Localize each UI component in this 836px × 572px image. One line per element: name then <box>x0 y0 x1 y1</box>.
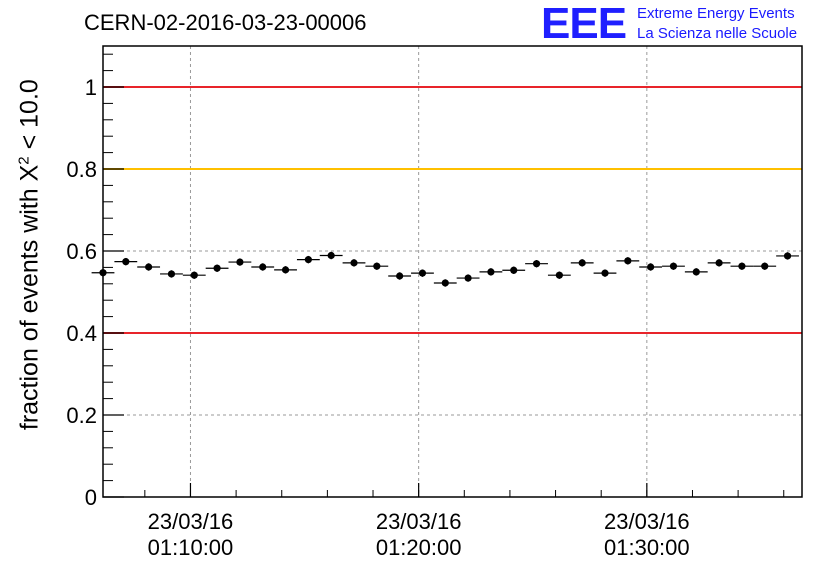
point-marker <box>555 271 563 279</box>
y-tick-label: 0.6 <box>66 239 97 264</box>
y-tick-label: 0 <box>85 485 97 510</box>
data-point <box>274 266 297 274</box>
x-tick-label-date: 23/03/16 <box>604 509 690 534</box>
point-marker <box>418 269 427 277</box>
data-point <box>137 263 161 271</box>
data-point <box>433 279 457 287</box>
data-point <box>342 259 366 267</box>
tick-labels: 00.20.40.60.8123/03/1601:10:0023/03/1601… <box>66 75 689 560</box>
point-marker <box>396 272 404 280</box>
x-tick-label-time: 01:20:00 <box>376 535 462 560</box>
x-tick-label-time: 01:10:00 <box>148 535 234 560</box>
point-marker <box>532 260 541 268</box>
data-point <box>547 271 571 279</box>
data-point <box>502 266 526 274</box>
data-point <box>776 252 799 260</box>
data-point <box>570 259 594 267</box>
point-marker <box>692 268 700 276</box>
data-point <box>479 268 503 276</box>
logo-mark: EEE <box>541 0 627 48</box>
point-marker <box>190 271 198 279</box>
point-marker <box>464 274 472 282</box>
data-point <box>388 272 412 280</box>
data-point <box>730 262 754 270</box>
point-marker <box>647 263 655 271</box>
point-marker <box>441 279 449 287</box>
point-marker <box>122 258 130 266</box>
point-marker <box>761 262 769 270</box>
point-marker <box>373 262 381 270</box>
point-marker <box>236 258 244 266</box>
point-marker <box>669 262 678 270</box>
point-marker <box>738 262 746 270</box>
point-marker <box>350 259 358 267</box>
x-tick-label-time: 01:30:00 <box>604 535 690 560</box>
y-tick-label: 0.8 <box>66 157 97 182</box>
point-marker <box>601 269 609 277</box>
point-marker <box>145 263 153 271</box>
point-marker <box>783 252 792 260</box>
data-layer <box>91 251 799 287</box>
data-point <box>182 271 206 279</box>
data-point <box>593 269 617 277</box>
eee-logo: EEE Extreme Energy Events La Scienza nel… <box>541 2 831 46</box>
point-marker <box>715 259 723 267</box>
data-point <box>525 260 548 268</box>
data-point <box>296 255 320 264</box>
y-tick-label: 1 <box>85 75 97 100</box>
point-marker <box>167 270 176 278</box>
data-point <box>662 262 685 270</box>
tick-layer <box>103 53 785 498</box>
reference-lines <box>103 86 802 334</box>
data-point <box>456 274 480 282</box>
run-title: CERN-02-2016-03-23-00006 <box>84 10 367 35</box>
point-marker <box>578 259 586 267</box>
point-marker <box>304 256 312 264</box>
data-point <box>411 269 434 277</box>
data-point <box>319 251 343 260</box>
data-point <box>684 268 708 276</box>
point-marker <box>510 266 518 274</box>
data-point <box>707 259 731 267</box>
x-tick-label-date: 23/03/16 <box>148 509 234 534</box>
data-point <box>160 270 183 278</box>
plot-frame <box>102 45 803 498</box>
data-point <box>365 262 389 270</box>
data-point <box>251 263 275 271</box>
point-marker <box>281 266 290 274</box>
logo-line-2: La Scienza nelle Scuole <box>637 25 798 42</box>
x-tick-label-date: 23/03/16 <box>376 509 462 534</box>
data-point <box>753 262 777 270</box>
point-marker <box>213 264 221 272</box>
logo-line-1: Extreme Energy Events <box>637 5 795 22</box>
data-point <box>228 258 252 266</box>
data-point <box>114 257 138 266</box>
point-marker <box>327 251 335 260</box>
point-marker <box>624 257 632 265</box>
data-point <box>639 263 663 271</box>
y-tick-label: 0.4 <box>66 321 97 346</box>
point-marker <box>259 263 267 271</box>
y-tick-label: 0.2 <box>66 403 97 428</box>
point-marker <box>487 268 495 276</box>
data-point <box>205 264 229 272</box>
data-point <box>616 257 640 265</box>
